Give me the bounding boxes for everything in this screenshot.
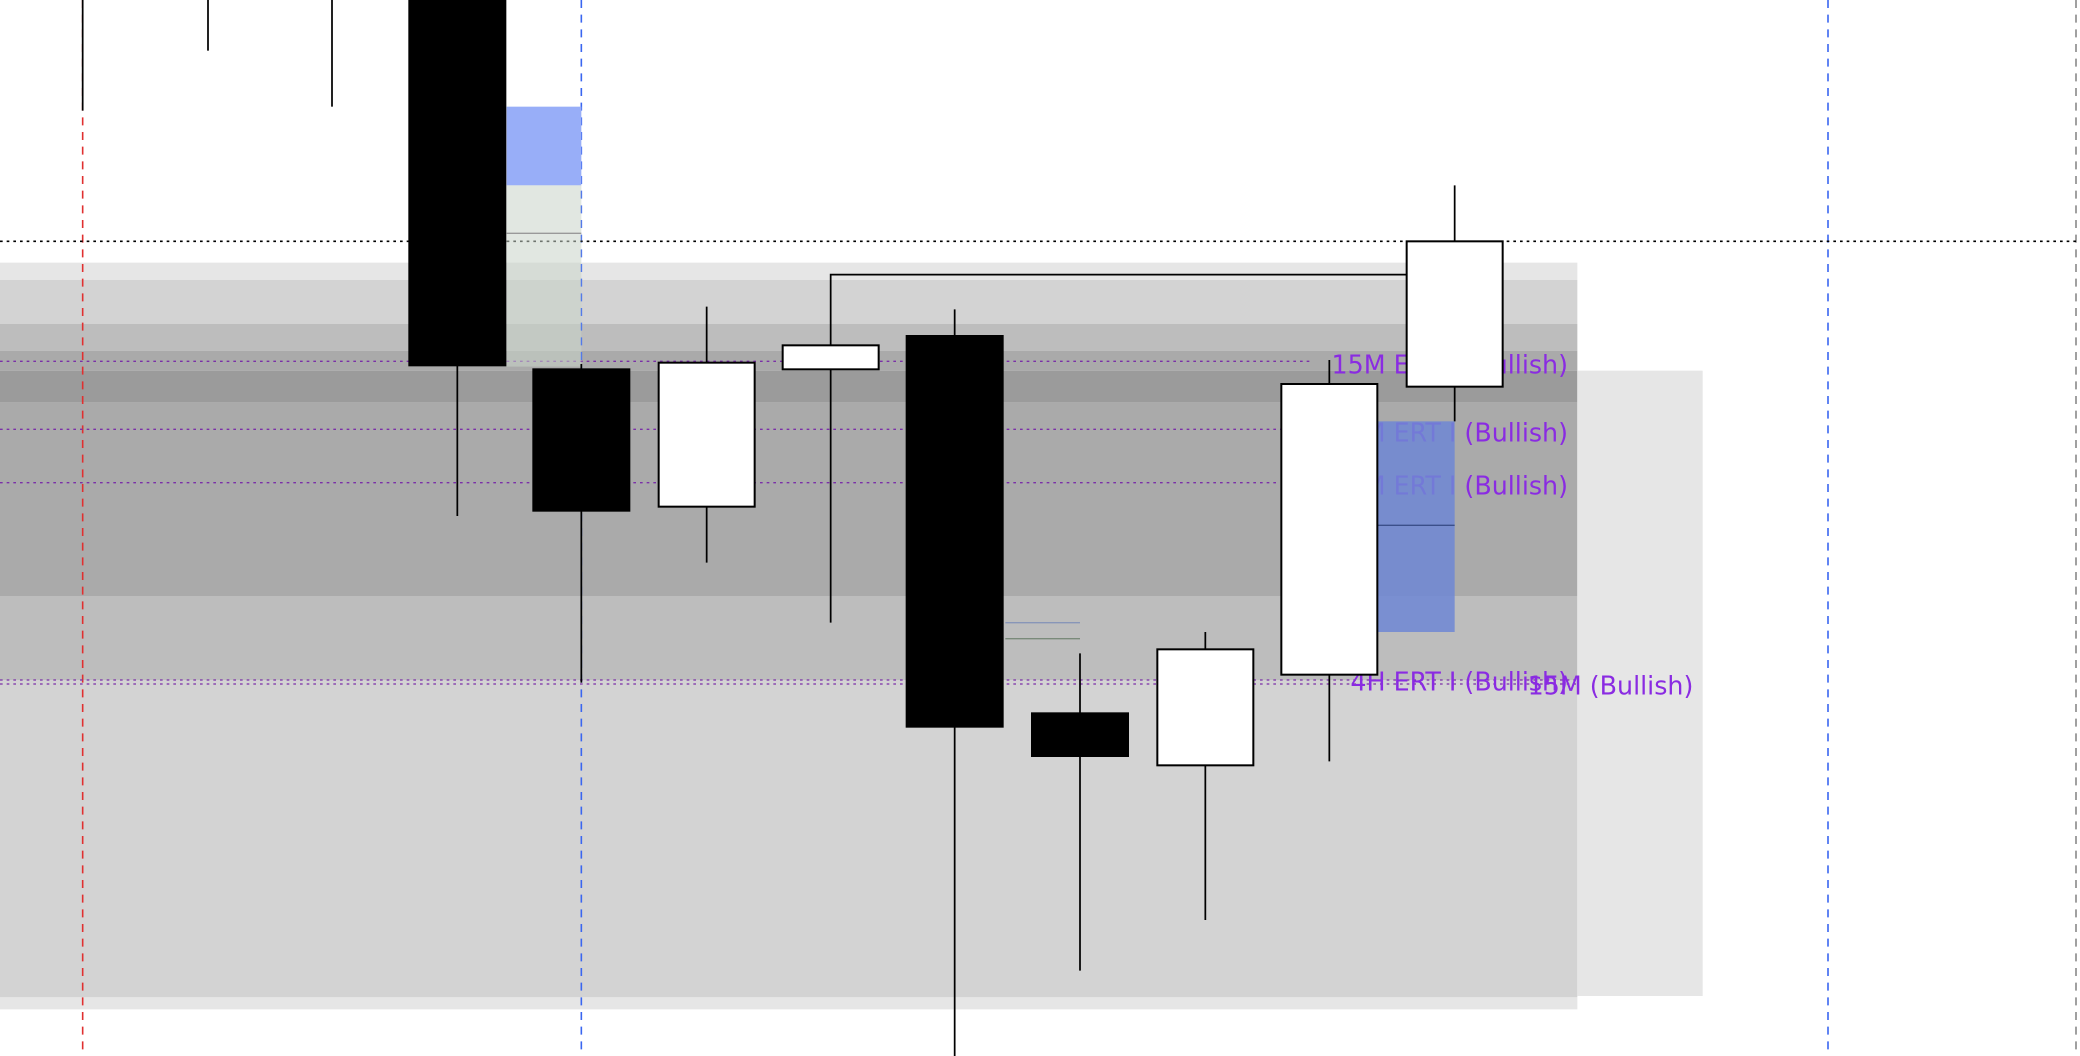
overlay-zones-layer (506, 106, 1455, 632)
zone-band (0, 997, 1578, 1010)
candle-bullish (1280, 382, 1379, 676)
fvg-zone-gray (506, 185, 582, 367)
candle-bullish (657, 361, 756, 508)
zone-band (0, 680, 1578, 998)
candle-bullish (1156, 648, 1255, 767)
candle-bearish (408, 0, 507, 367)
candle-bearish (905, 334, 1004, 728)
candles-layer (81, 0, 1504, 1056)
candle-bearish (532, 368, 631, 512)
candle-bullish (1405, 240, 1504, 388)
level-label-4h: 4H ERT I (Bullish) (1350, 667, 1568, 697)
fvg-zone-blue (506, 106, 582, 186)
level-label-15m: 15M (Bullish) (1528, 671, 1694, 701)
candle-bullish (781, 344, 880, 371)
fvg-zone-blue (1377, 421, 1455, 632)
zone-extension (1577, 370, 1703, 997)
candle-bearish (1031, 712, 1129, 757)
zone-band (0, 280, 1578, 324)
zone-band (0, 262, 1578, 280)
high-level-line (829, 273, 1407, 346)
